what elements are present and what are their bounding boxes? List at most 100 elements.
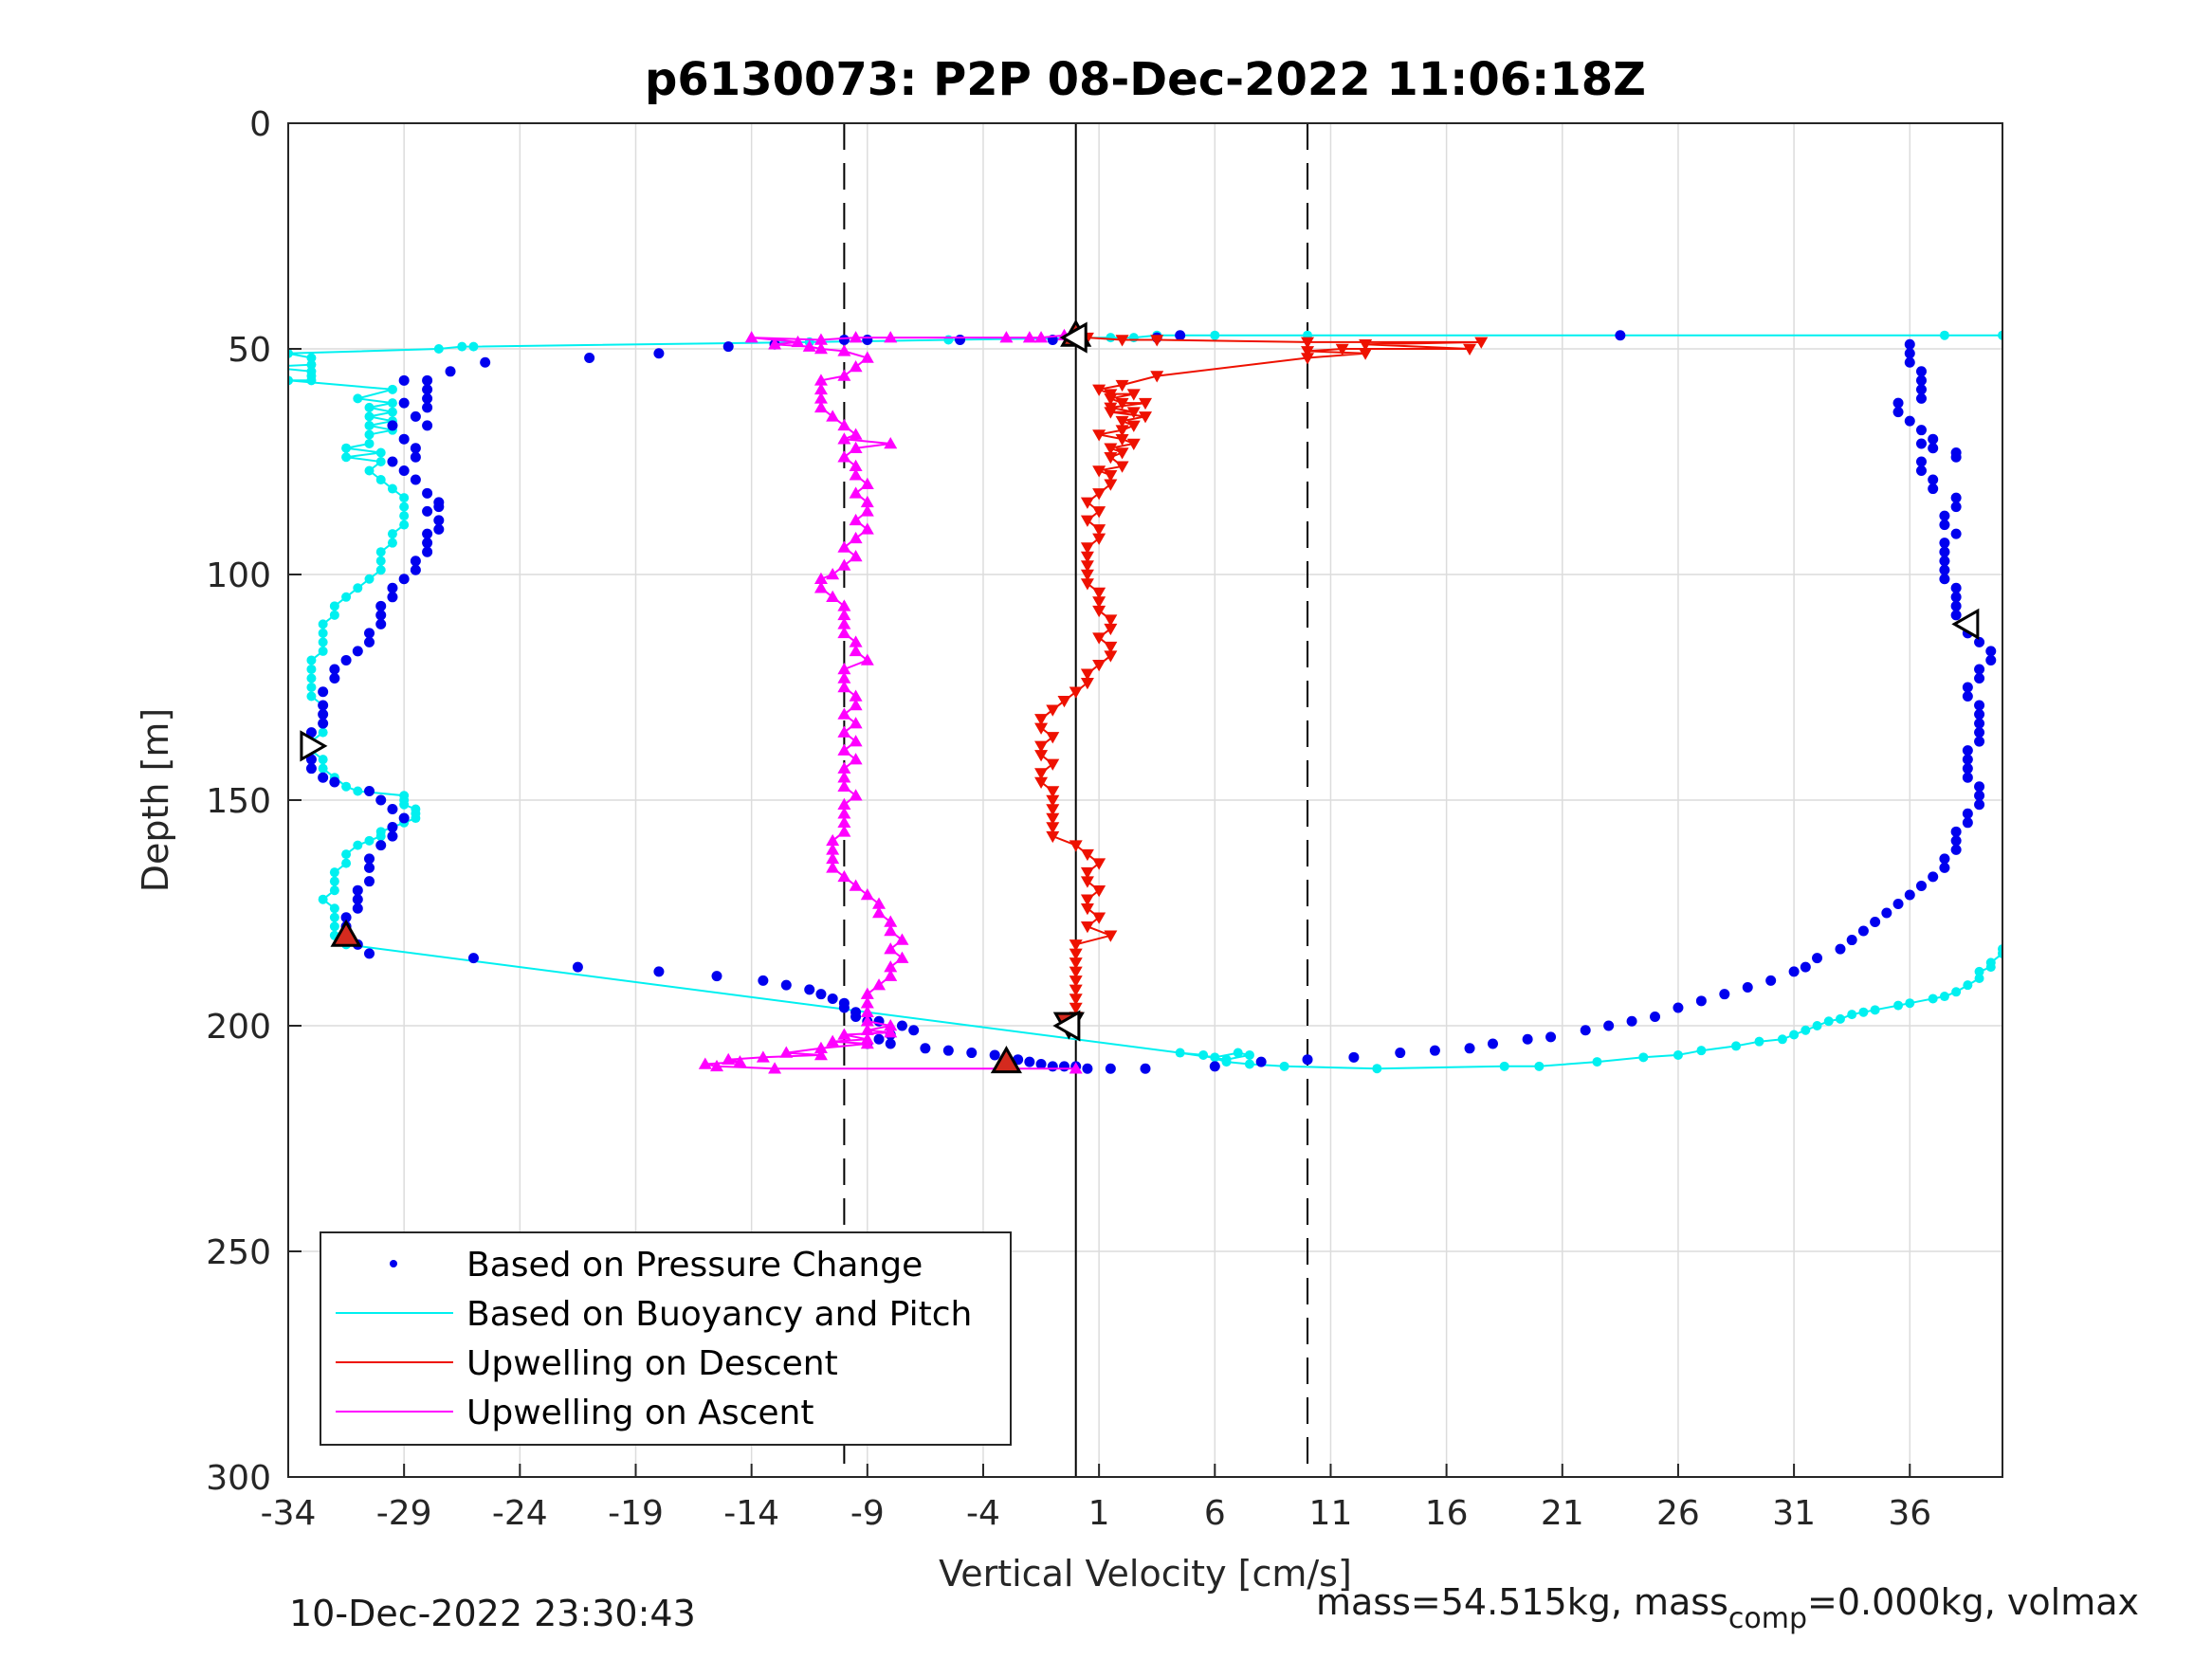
data-point — [1846, 935, 1857, 946]
data-point — [410, 443, 421, 454]
data-point — [1962, 754, 1973, 765]
data-point — [1963, 980, 1973, 991]
data-point — [1080, 848, 1094, 862]
data-point — [1904, 338, 1915, 350]
data-point — [860, 495, 874, 508]
data-point — [1092, 465, 1106, 478]
data-point — [387, 592, 398, 603]
data-point — [826, 410, 840, 422]
data-point — [364, 465, 375, 476]
x-tick-label: -24 — [492, 1494, 548, 1533]
data-point — [1080, 542, 1094, 555]
data-point — [1974, 966, 1984, 976]
series-ascent — [698, 328, 1083, 1074]
y-tick-label: 50 — [228, 331, 271, 370]
series-line-descent — [1040, 337, 1482, 1017]
data-point — [422, 487, 433, 499]
data-point — [433, 501, 445, 513]
data-point — [584, 353, 595, 364]
data-point — [468, 341, 479, 352]
data-point — [1150, 371, 1164, 383]
data-point — [837, 540, 851, 553]
data-point — [837, 771, 851, 783]
data-point — [838, 1002, 850, 1013]
data-point — [375, 840, 387, 851]
data-point — [1139, 411, 1152, 424]
data-point — [872, 978, 887, 991]
data-point — [908, 1025, 920, 1036]
legend-entry-pressure: Based on Pressure Change — [466, 1246, 923, 1285]
data-point — [814, 400, 828, 413]
data-point — [1974, 736, 1985, 747]
data-point — [860, 351, 874, 363]
data-point — [1092, 659, 1106, 672]
data-point — [340, 912, 352, 923]
data-point — [353, 786, 363, 796]
data-point — [1046, 786, 1060, 798]
data-point — [860, 504, 874, 517]
data-point — [826, 843, 840, 855]
data-point — [1359, 338, 1373, 352]
data-point — [1696, 1046, 1707, 1056]
data-point — [1928, 871, 1939, 883]
data-point — [1080, 894, 1094, 906]
data-point — [305, 754, 317, 765]
data-point — [364, 862, 375, 873]
data-point — [1301, 353, 1315, 365]
data-point — [1950, 844, 1962, 855]
data-point — [1905, 998, 1915, 1009]
data-point — [860, 477, 874, 490]
data-point — [1962, 772, 1973, 783]
data-point — [1069, 966, 1083, 978]
data-point — [862, 334, 873, 345]
data-point — [1301, 346, 1315, 358]
data-point — [1092, 506, 1106, 519]
data-point — [1998, 330, 2002, 340]
data-point — [1915, 438, 1927, 449]
data-point — [1812, 953, 1823, 964]
data-point — [814, 581, 828, 593]
data-point — [884, 924, 898, 937]
data-point — [375, 794, 387, 806]
data-point — [1080, 551, 1094, 563]
data-point — [1592, 1057, 1602, 1067]
data-point — [895, 933, 909, 945]
data-point — [422, 538, 433, 549]
data-point — [849, 753, 863, 765]
data-point — [1046, 830, 1060, 844]
data-point — [387, 529, 397, 539]
data-point — [422, 392, 433, 404]
data-point — [1892, 898, 1904, 909]
data-point — [1126, 407, 1141, 419]
data-point — [722, 341, 734, 353]
data-point — [1080, 515, 1094, 527]
data-point — [1429, 1045, 1440, 1056]
x-tick-label: 16 — [1425, 1494, 1469, 1533]
data-point — [422, 546, 433, 557]
data-point — [733, 1055, 747, 1067]
data-point — [1835, 1013, 1845, 1024]
data-point — [849, 331, 863, 343]
data-point — [884, 436, 898, 449]
data-point — [1650, 1011, 1661, 1022]
data-point — [1104, 930, 1118, 942]
data-point — [849, 699, 863, 711]
data-point — [849, 644, 863, 657]
data-point — [826, 568, 840, 580]
data-point — [1915, 425, 1927, 436]
data-point — [398, 465, 410, 477]
data-point — [1870, 917, 1881, 928]
data-point — [1069, 939, 1083, 952]
data-point — [1474, 337, 1489, 349]
data-point — [1069, 994, 1083, 1006]
data-point — [318, 772, 329, 783]
data-point — [1210, 330, 1220, 340]
data-point — [1080, 668, 1094, 681]
data-point — [1915, 374, 1927, 386]
data-point — [1080, 578, 1094, 591]
data-point — [989, 1049, 1000, 1061]
data-point — [1499, 1061, 1509, 1071]
data-point — [1104, 393, 1118, 406]
data-point — [1115, 379, 1129, 392]
data-point — [375, 565, 386, 575]
